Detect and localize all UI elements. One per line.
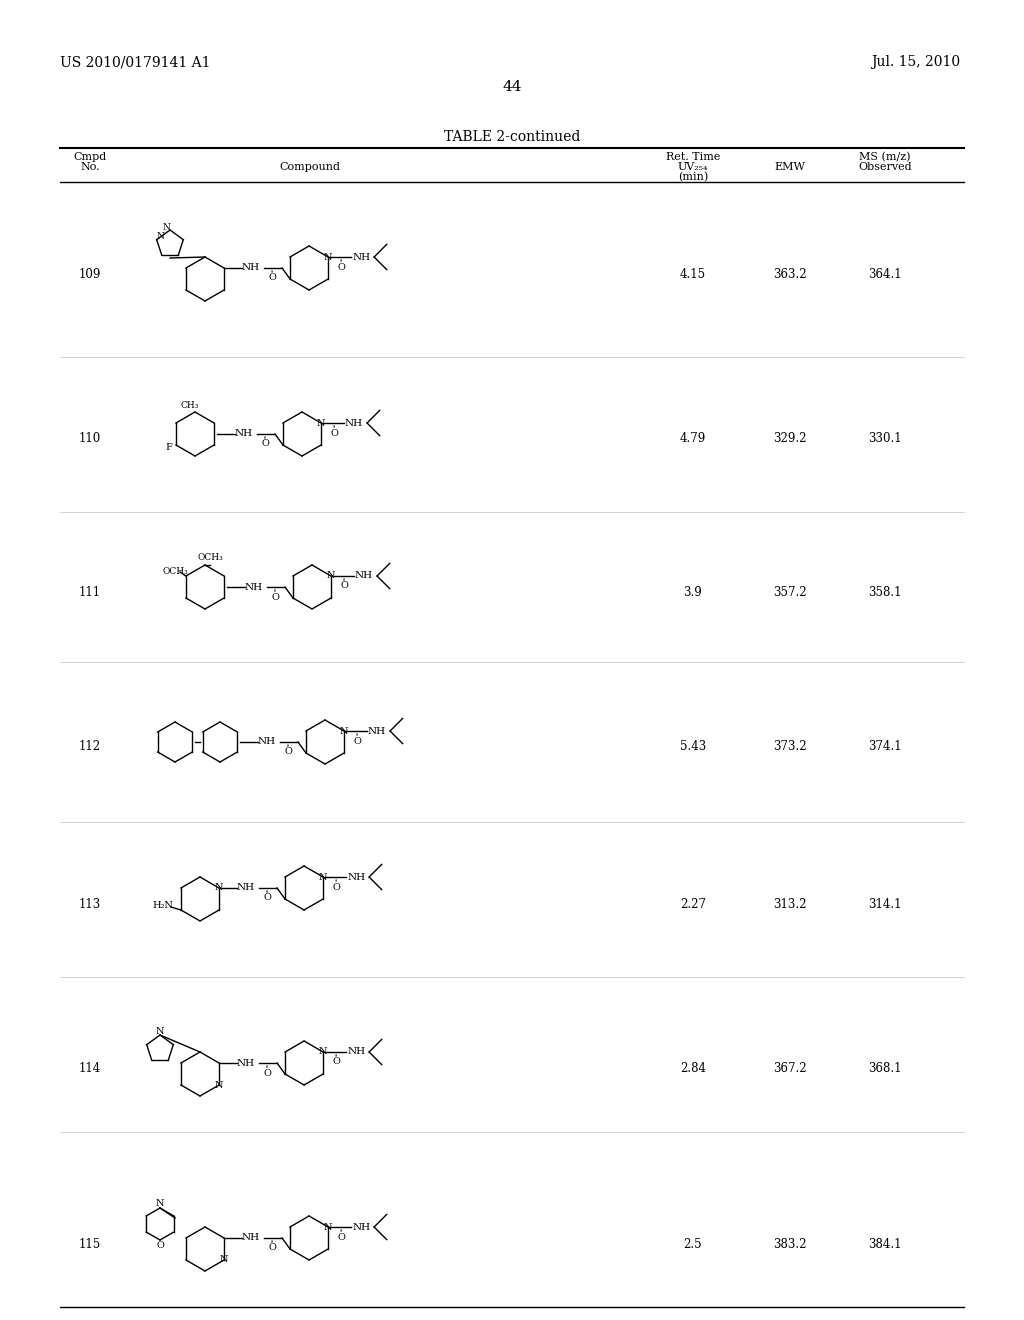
Text: 314.1: 314.1 <box>868 898 902 911</box>
Text: N: N <box>220 1255 228 1265</box>
Text: 368.1: 368.1 <box>868 1063 902 1076</box>
Text: NH: NH <box>352 252 370 261</box>
Text: N: N <box>215 1081 223 1089</box>
Text: NH: NH <box>237 1059 255 1068</box>
Text: N: N <box>156 1199 164 1208</box>
Text: 2.84: 2.84 <box>680 1063 706 1076</box>
Text: 313.2: 313.2 <box>773 898 807 911</box>
Text: 383.2: 383.2 <box>773 1238 807 1250</box>
Text: NH: NH <box>355 572 373 581</box>
Text: TABLE 2-continued: TABLE 2-continued <box>443 129 581 144</box>
Text: N: N <box>215 883 223 892</box>
Text: 358.1: 358.1 <box>868 586 902 598</box>
Text: Cmpd: Cmpd <box>74 152 106 162</box>
Text: F: F <box>166 442 172 451</box>
Text: 357.2: 357.2 <box>773 586 807 598</box>
Text: Jul. 15, 2010: Jul. 15, 2010 <box>870 55 961 69</box>
Text: O: O <box>271 593 279 602</box>
Text: O: O <box>340 582 348 590</box>
Text: O: O <box>268 273 276 282</box>
Text: 4.15: 4.15 <box>680 268 707 281</box>
Text: 2.5: 2.5 <box>684 1238 702 1250</box>
Text: N: N <box>324 252 333 261</box>
Text: O: O <box>261 440 269 449</box>
Text: N: N <box>318 1048 328 1056</box>
Text: NH: NH <box>347 873 366 882</box>
Text: N: N <box>316 418 326 428</box>
Text: NH: NH <box>347 1048 366 1056</box>
Text: NH: NH <box>237 883 255 892</box>
Text: O: O <box>337 1233 345 1242</box>
Text: 111: 111 <box>79 586 101 598</box>
Text: 114: 114 <box>79 1063 101 1076</box>
Text: N: N <box>324 1222 333 1232</box>
Text: N: N <box>318 873 328 882</box>
Text: NH: NH <box>368 726 386 735</box>
Text: MS (m/z): MS (m/z) <box>859 152 910 162</box>
Text: N: N <box>327 572 335 581</box>
Text: NH: NH <box>242 264 260 272</box>
Text: US 2010/0179141 A1: US 2010/0179141 A1 <box>60 55 211 69</box>
Text: O: O <box>263 1068 271 1077</box>
Text: 373.2: 373.2 <box>773 741 807 754</box>
Text: 110: 110 <box>79 433 101 446</box>
Text: 112: 112 <box>79 741 101 754</box>
Text: O: O <box>332 883 340 891</box>
Text: EMW: EMW <box>774 162 806 172</box>
Text: 329.2: 329.2 <box>773 433 807 446</box>
Text: O: O <box>353 737 361 746</box>
Text: 4.79: 4.79 <box>680 433 707 446</box>
Text: 374.1: 374.1 <box>868 741 902 754</box>
Text: NH: NH <box>258 738 276 747</box>
Text: O: O <box>337 263 345 272</box>
Text: 367.2: 367.2 <box>773 1063 807 1076</box>
Text: 109: 109 <box>79 268 101 281</box>
Text: Observed: Observed <box>858 162 911 172</box>
Text: NH: NH <box>352 1222 370 1232</box>
Text: O: O <box>332 1057 340 1067</box>
Text: 44: 44 <box>502 81 522 94</box>
Text: NH: NH <box>242 1233 260 1242</box>
Text: 115: 115 <box>79 1238 101 1250</box>
Text: 113: 113 <box>79 898 101 911</box>
Text: (min): (min) <box>678 172 709 182</box>
Text: NH: NH <box>245 582 263 591</box>
Text: Ret. Time: Ret. Time <box>666 152 720 162</box>
Text: 5.43: 5.43 <box>680 741 707 754</box>
Text: 2.27: 2.27 <box>680 898 706 911</box>
Text: O: O <box>156 1241 164 1250</box>
Text: NH: NH <box>234 429 253 438</box>
Text: No.: No. <box>80 162 99 172</box>
Text: CH₃: CH₃ <box>181 401 200 411</box>
Text: H₂N: H₂N <box>153 900 173 909</box>
Text: N: N <box>157 232 165 242</box>
Text: Compound: Compound <box>280 162 341 172</box>
Text: O: O <box>330 429 338 437</box>
Text: NH: NH <box>345 418 364 428</box>
Text: UV₂₅₄: UV₂₅₄ <box>678 162 709 172</box>
Text: O: O <box>263 894 271 903</box>
Text: N: N <box>162 223 170 231</box>
Text: 384.1: 384.1 <box>868 1238 902 1250</box>
Text: O: O <box>284 747 292 756</box>
Text: O: O <box>268 1243 276 1253</box>
Text: 364.1: 364.1 <box>868 268 902 281</box>
Text: OCH₃: OCH₃ <box>198 553 223 561</box>
Text: N: N <box>340 726 348 735</box>
Text: 363.2: 363.2 <box>773 268 807 281</box>
Text: N: N <box>156 1027 164 1035</box>
Text: 3.9: 3.9 <box>684 586 702 598</box>
Text: 330.1: 330.1 <box>868 433 902 446</box>
Text: OCH₃: OCH₃ <box>162 568 187 577</box>
